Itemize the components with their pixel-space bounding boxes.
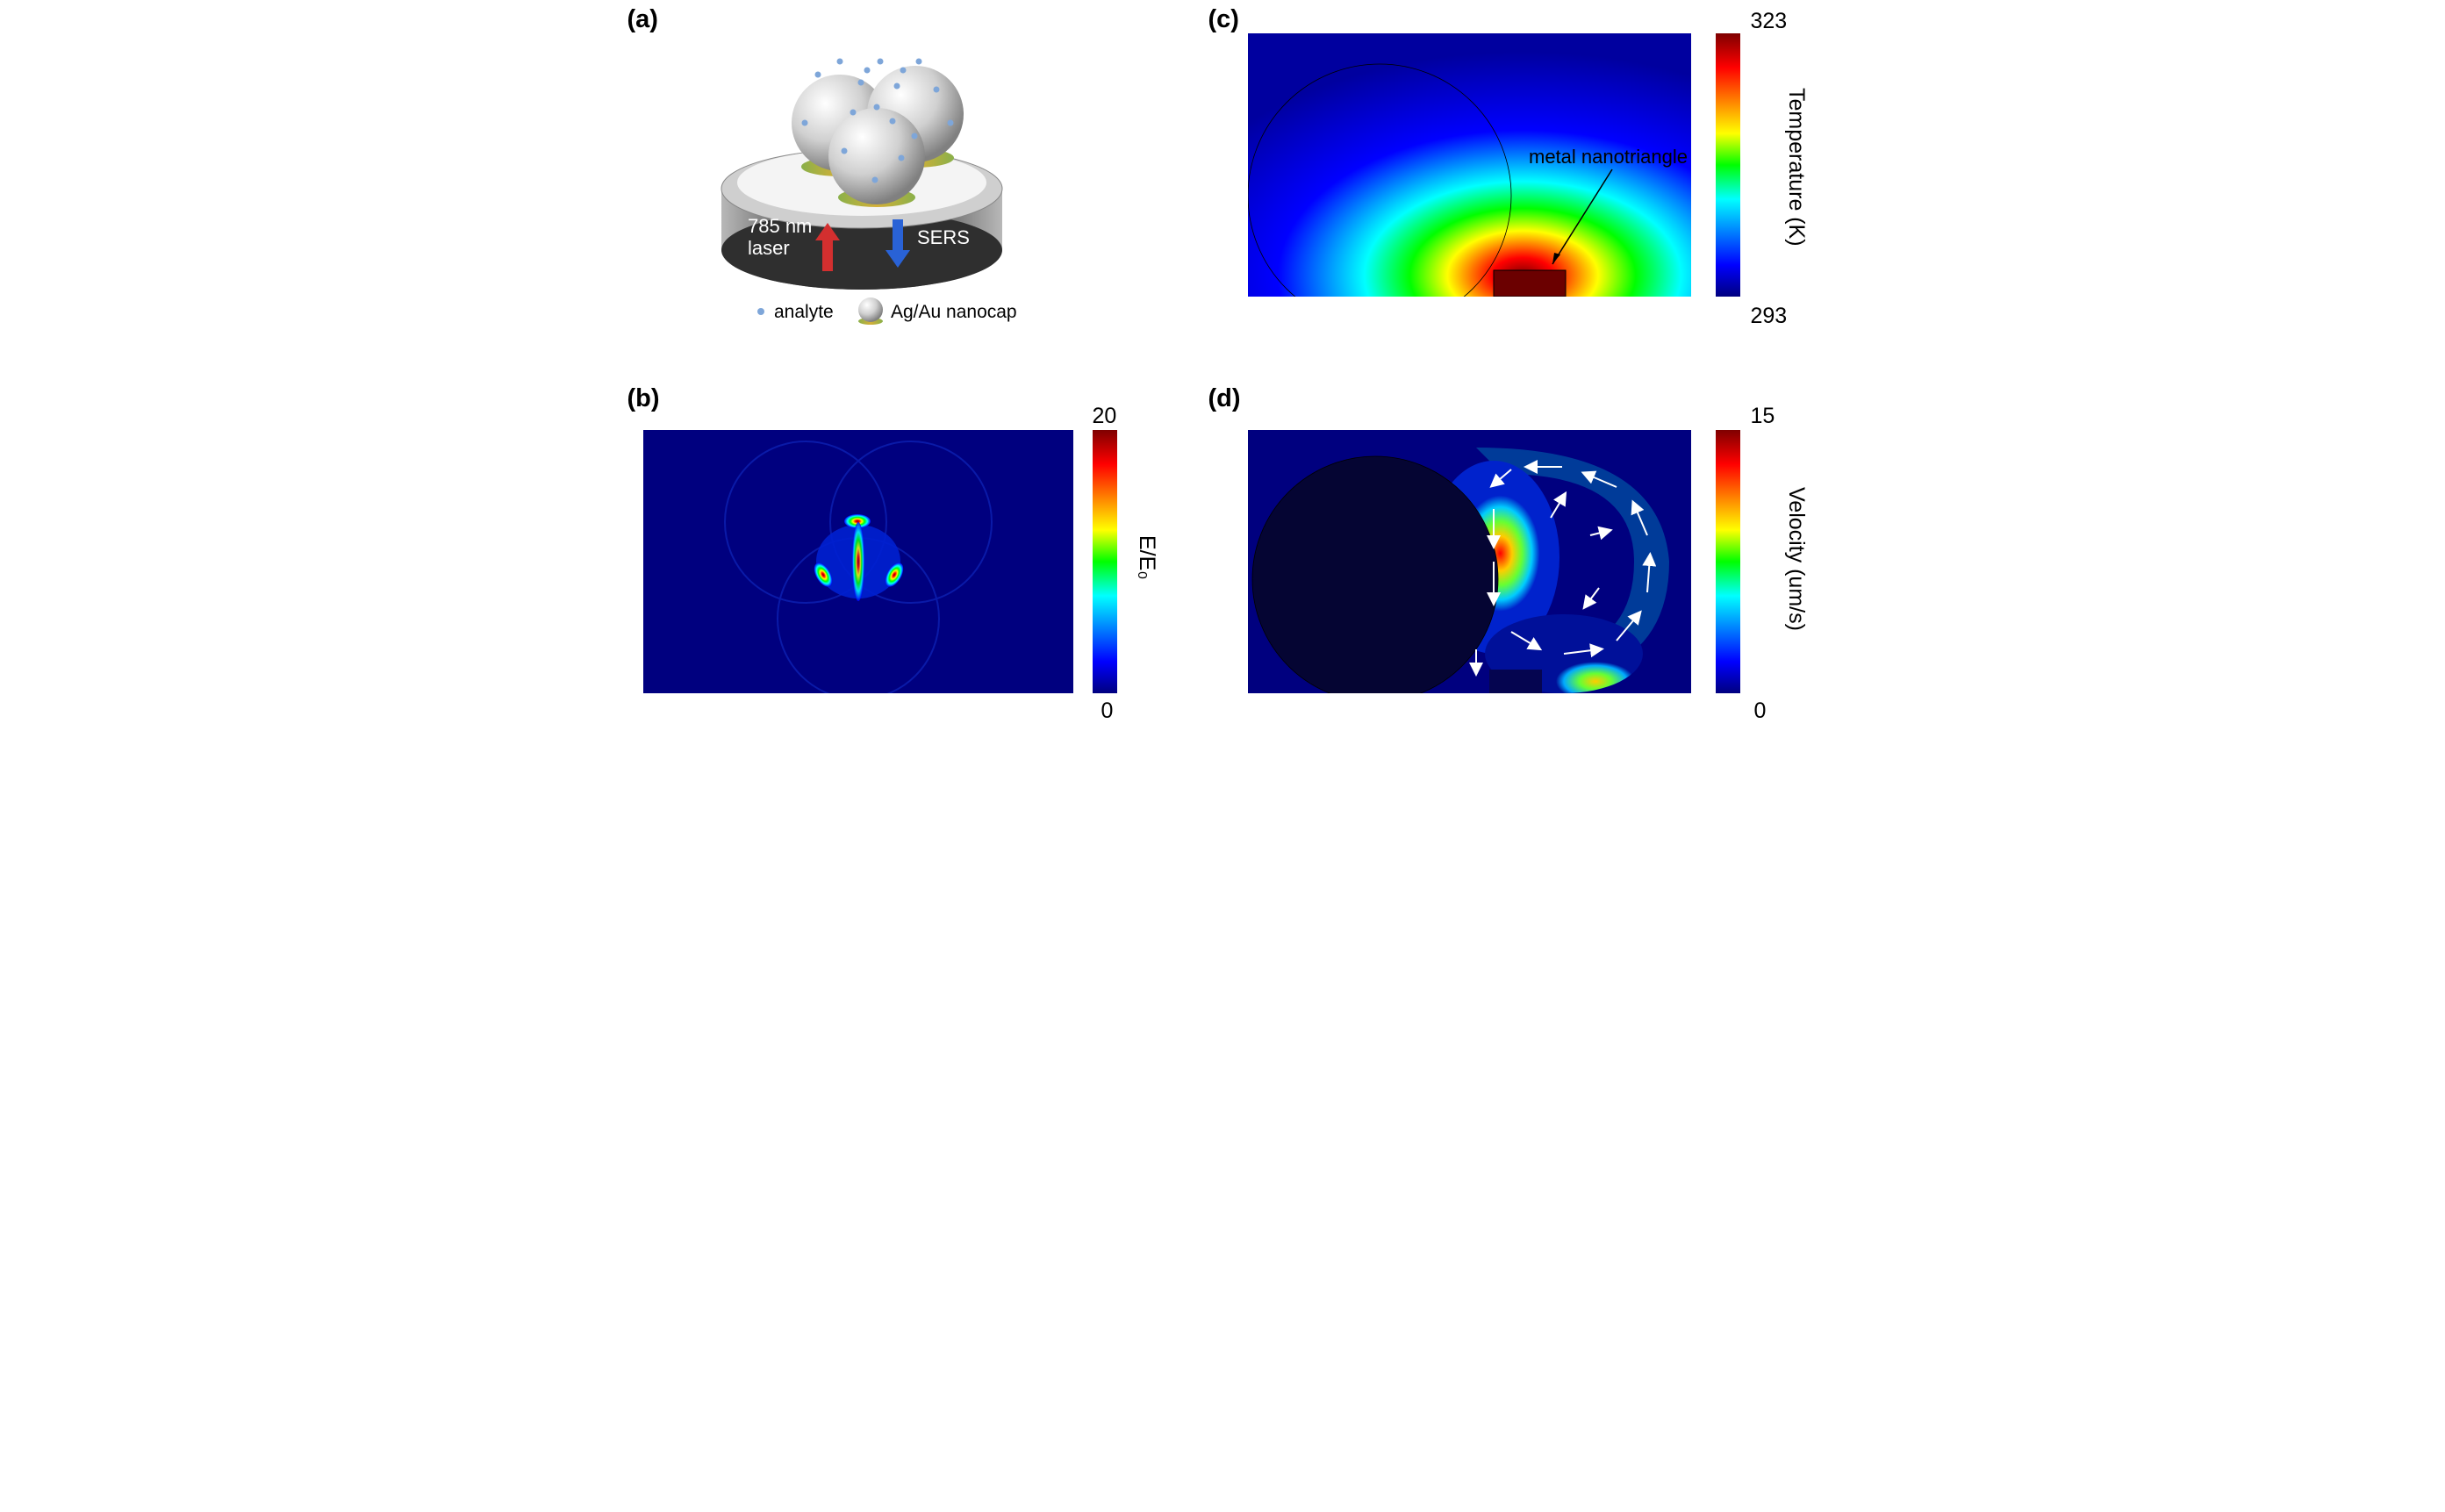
legend-analyte-icon	[757, 308, 764, 315]
panel-c-annotation: metal nanotriangle	[1529, 146, 1688, 168]
panel-d-label: (d)	[1208, 384, 1241, 413]
laser-label-1: 785 nm	[748, 215, 812, 237]
panel-a-svg: 785 nm laser SERS analyte Ag/Au nanocap	[673, 9, 1050, 342]
panel-d-plot	[1248, 430, 1691, 693]
legend-analyte-text: analyte	[774, 302, 834, 322]
panel-b-cb-min: 0	[1101, 699, 1114, 724]
panel-b-cb-max: 20	[1093, 404, 1117, 429]
panel-c-cb-max: 323	[1751, 9, 1788, 34]
panel-b-label: (b)	[627, 384, 660, 413]
legend-nanocap-text: Ag/Au nanocap	[891, 302, 1017, 322]
laser-label-2: laser	[748, 237, 790, 259]
legend-nanocap-icon	[858, 297, 883, 325]
panel-d-colorbar	[1716, 430, 1740, 693]
panel-d-cb-max: 15	[1751, 404, 1775, 429]
figure-root: (a)	[612, 0, 1834, 756]
panel-a-label: (a)	[627, 5, 658, 34]
sers-label: SERS	[917, 226, 970, 248]
panel-c-label: (c)	[1208, 5, 1239, 34]
panel-c-colorbar	[1716, 33, 1740, 297]
panel-d-cb-label: Velocity (um/s)	[1783, 487, 1809, 631]
panel-c-cb-label: Temperature (K)	[1783, 88, 1809, 247]
panel-c-plot: metal nanotriangle	[1248, 33, 1691, 297]
panel-b-cb-label: E/E₀	[1134, 535, 1159, 580]
panel-a-schematic: 785 nm laser SERS analyte Ag/Au nanocap	[673, 9, 1050, 342]
panel-b-plot	[643, 430, 1073, 693]
panel-d-cb-min: 0	[1754, 699, 1767, 724]
panel-b-colorbar	[1093, 430, 1117, 693]
panel-c-cb-min: 293	[1751, 304, 1788, 329]
